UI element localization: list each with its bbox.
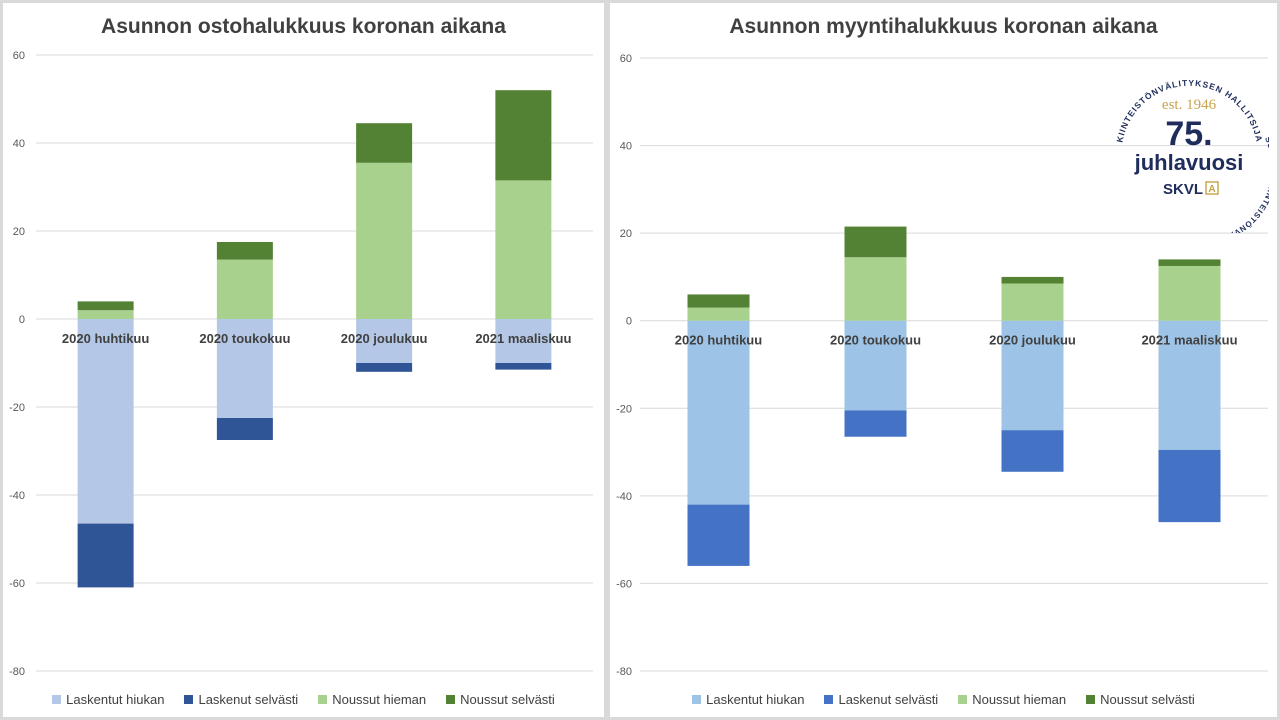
bar-segment xyxy=(216,242,273,260)
chart-sale: 60 40 20 0 -20 -40 -60 -80 2020 huhtikuu 2020 tou… xyxy=(616,53,1268,678)
category-label: 2021 maaliskuu xyxy=(1141,333,1237,348)
bar-segment xyxy=(77,301,134,311)
chart-panel-sale: Asunnon myyntihalukkuus koronan aikana 6… xyxy=(610,3,1277,717)
y-tick-label: 0 xyxy=(19,314,25,326)
legend-item: Laskenut selvästi xyxy=(184,692,298,707)
chart-purchase: 60 40 20 0 -20 -40 -60 -80 2020 huhtikuu 2020 tou… xyxy=(9,50,593,678)
bar-segment xyxy=(356,162,413,319)
category-label: 2020 toukokuu xyxy=(830,333,921,348)
chart-panel-purchase: Asunnon ostohalukkuus koronan aikana 60 4… xyxy=(3,3,604,717)
legend-label: Noussut selvästi xyxy=(1100,692,1195,707)
legend-swatch xyxy=(692,695,702,704)
y-tick-label: -20 xyxy=(9,402,25,414)
bar-segment xyxy=(1158,265,1221,321)
legend-purchase: Laskentut hiukan Laskenut selvästi Noussut… xyxy=(3,692,604,707)
legend-swatch xyxy=(1086,695,1096,704)
y-tick-label: 20 xyxy=(13,226,25,238)
legend-label: Laskenut selvästi xyxy=(838,692,939,707)
logo-brand-mark: A xyxy=(1208,184,1215,195)
legend-label: Noussut hieman xyxy=(972,692,1067,707)
bar-segment xyxy=(1001,276,1064,284)
y-tick-label: 60 xyxy=(13,50,25,62)
legend-swatch xyxy=(824,695,834,704)
bar-segment xyxy=(495,90,552,181)
y-tick-label: 40 xyxy=(620,141,632,153)
bar-segment xyxy=(495,180,552,319)
legend-item: Noussut selvästi xyxy=(446,692,555,707)
logo-number-text: 75. xyxy=(1165,115,1212,153)
legend-swatch xyxy=(52,695,62,704)
skvl-75-anniversary-logo: KIINTEISTÖNVÄLITYKSEN HALLITSIJA SUOMEN … xyxy=(1114,78,1269,233)
bar-segment xyxy=(687,294,750,308)
legend-swatch xyxy=(446,695,456,704)
bar-segment xyxy=(216,418,273,440)
y-tick-label: -60 xyxy=(616,578,632,590)
legend-item: Noussut hieman xyxy=(958,692,1066,707)
legend-item: Noussut hieman xyxy=(318,692,426,707)
y-tick-label: -80 xyxy=(616,666,632,678)
legend-label: Laskenut selvästi xyxy=(198,692,299,707)
y-tick-label: -40 xyxy=(616,491,632,503)
y-tick-label: -60 xyxy=(9,578,25,590)
category-label: 2020 huhtikuu xyxy=(675,333,762,348)
bar-segment xyxy=(844,226,907,258)
legend-label: Noussut hieman xyxy=(332,692,427,707)
legend-swatch xyxy=(184,695,194,704)
bar-segment xyxy=(495,363,552,370)
bar-segment xyxy=(356,123,413,163)
legend-sale: Laskentut hiukan Laskenut selvästi Noussut… xyxy=(610,692,1277,707)
legend-swatch xyxy=(318,695,328,704)
bar-segment xyxy=(216,319,273,418)
legend-item: Laskentut hiukan xyxy=(52,692,164,707)
bar-segment xyxy=(1001,283,1064,321)
category-label: 2020 joulukuu xyxy=(989,333,1076,348)
bar-segment xyxy=(1158,320,1221,450)
y-tick-label: -40 xyxy=(9,490,25,502)
logo-house-icon xyxy=(1205,181,1219,195)
chart-title-purchase: Asunnon ostohalukkuus koronan aikana xyxy=(101,15,506,38)
legend-item: Laskentut hiukan xyxy=(692,692,804,707)
y-tick-label: -20 xyxy=(616,403,632,415)
bar-segment xyxy=(77,319,134,524)
logo-word-text: juhlavuosi xyxy=(1134,150,1244,175)
bar-segment xyxy=(495,319,552,363)
logo-est-text: est. 1946 xyxy=(1162,97,1217,113)
bar-segment xyxy=(844,257,907,321)
legend-label: Laskentut hiukan xyxy=(66,692,165,707)
category-label: 2020 joulukuu xyxy=(341,331,428,346)
bar-segment xyxy=(1158,449,1221,523)
bar-segment xyxy=(1001,430,1064,472)
bar-segment xyxy=(77,523,134,588)
bar-segment xyxy=(77,310,134,319)
bar-segment xyxy=(687,504,750,566)
bar-segment xyxy=(687,307,750,321)
category-label: 2020 huhtikuu xyxy=(62,331,149,346)
category-label: 2020 toukokuu xyxy=(199,331,290,346)
y-tick-label: 0 xyxy=(626,316,632,328)
bar-segment xyxy=(687,320,750,505)
y-tick-label: 40 xyxy=(13,138,25,150)
y-tick-label: -80 xyxy=(9,666,25,678)
bar-segment xyxy=(1001,320,1064,431)
y-tick-label: 60 xyxy=(620,53,632,65)
legend-swatch xyxy=(958,695,968,704)
bar-segment xyxy=(844,320,907,411)
chart-title-sale: Asunnon myyntihalukkuus koronan aikana xyxy=(729,15,1158,38)
bar-segment xyxy=(1158,259,1221,266)
legend-item: Laskenut selvästi xyxy=(824,692,938,707)
legend-label: Laskentut hiukan xyxy=(706,692,805,707)
legend-label: Noussut selvästi xyxy=(460,692,555,707)
legend-item: Noussut selvästi xyxy=(1086,692,1195,707)
bar-segment xyxy=(844,410,907,437)
category-label: 2021 maaliskuu xyxy=(475,331,571,346)
logo-brand-text: SKVL xyxy=(1163,181,1203,198)
bar-segment xyxy=(356,319,413,363)
bar-segment xyxy=(356,363,413,372)
bar-segment xyxy=(216,259,273,319)
y-tick-label: 20 xyxy=(620,228,632,240)
